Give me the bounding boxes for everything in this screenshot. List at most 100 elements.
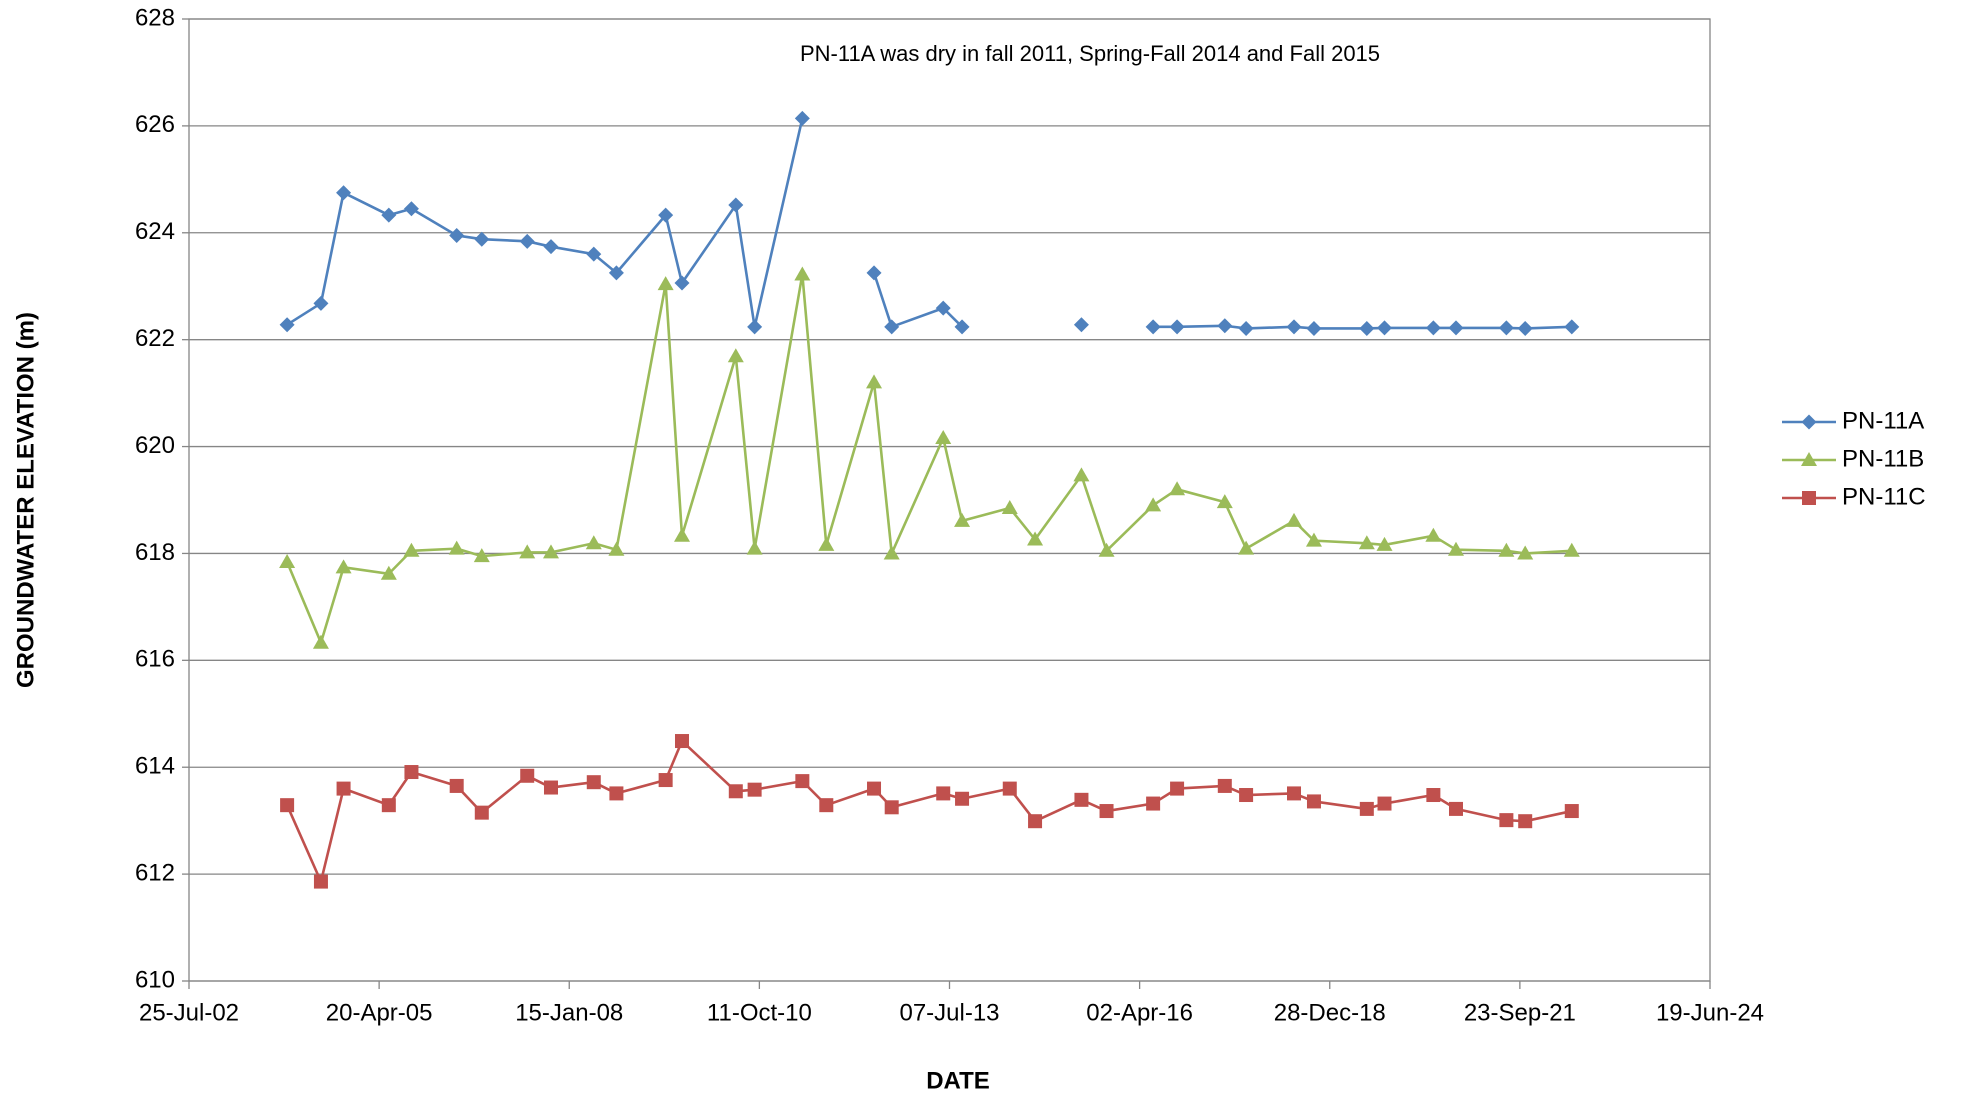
marker (313, 295, 329, 311)
marker (1286, 319, 1302, 335)
marker (380, 565, 397, 580)
marker (1099, 804, 1114, 819)
marker (381, 798, 396, 813)
y-tick-label: 614 (135, 753, 175, 780)
marker (1426, 788, 1441, 803)
marker (1238, 320, 1254, 336)
y-tick-label: 628 (135, 4, 175, 31)
marker (747, 782, 762, 797)
marker (1359, 320, 1375, 336)
legend-label: PN-11A (1842, 407, 1924, 434)
marker (884, 319, 900, 335)
marker (279, 553, 296, 568)
x-tick-label: 15-Jan-08 (515, 999, 623, 1026)
marker (1146, 796, 1161, 811)
marker (1287, 786, 1302, 801)
annotation: PN-11A was dry in fall 2011, Spring-Fall… (800, 41, 1380, 66)
series-line (286, 118, 1572, 330)
marker (794, 266, 811, 281)
marker (403, 542, 420, 557)
marker (1216, 494, 1233, 509)
marker (1448, 801, 1463, 816)
marker (1169, 481, 1186, 496)
marker (1170, 781, 1185, 796)
marker (335, 559, 352, 574)
marker (1498, 320, 1514, 336)
x-tick-label: 28-Dec-18 (1274, 999, 1386, 1026)
marker (1217, 318, 1233, 334)
marker (1217, 778, 1232, 793)
marker (1239, 788, 1254, 803)
marker (1377, 320, 1393, 336)
marker (936, 786, 951, 801)
marker (1448, 320, 1464, 336)
marker (1425, 320, 1441, 336)
marker (795, 774, 810, 789)
marker (586, 775, 601, 790)
x-tick-label: 11-Oct-10 (707, 999, 812, 1026)
marker (1074, 792, 1089, 807)
marker (449, 778, 464, 793)
y-tick-label: 610 (135, 966, 175, 993)
marker (1564, 804, 1579, 819)
legend-label: PN-11C (1842, 483, 1926, 510)
marker (1802, 491, 1816, 505)
marker (585, 535, 602, 550)
marker (1518, 814, 1533, 829)
marker (657, 276, 674, 291)
x-tick-label: 19-Jun-24 (1656, 999, 1764, 1026)
x-tick-label: 20-Apr-05 (326, 999, 433, 1026)
marker (674, 734, 689, 749)
x-tick-label: 23-Sep-21 (1464, 999, 1576, 1026)
marker (884, 800, 899, 815)
marker (1801, 414, 1817, 430)
marker (609, 786, 624, 801)
marker (1145, 319, 1161, 335)
marker (866, 265, 882, 281)
marker (1073, 467, 1090, 482)
marker (727, 348, 744, 363)
marker (404, 765, 419, 780)
x-tick-label: 02-Apr-16 (1086, 999, 1193, 1026)
marker (1376, 536, 1393, 551)
series-line (285, 739, 1573, 883)
marker (1377, 796, 1392, 811)
marker (519, 544, 536, 559)
marker (449, 227, 465, 243)
marker (1358, 535, 1375, 550)
marker (608, 265, 624, 281)
marker (728, 784, 743, 799)
marker (674, 275, 690, 291)
x-axis-title: DATE (926, 1067, 990, 1094)
marker (1001, 500, 1018, 515)
marker (280, 798, 295, 813)
marker (1564, 319, 1580, 335)
marker (1238, 540, 1255, 555)
marker (658, 773, 673, 788)
marker (818, 536, 835, 551)
marker (1073, 317, 1089, 333)
marker (1002, 781, 1017, 796)
marker (448, 540, 465, 555)
marker (1145, 497, 1162, 512)
marker (1359, 801, 1374, 816)
marker (586, 246, 602, 262)
x-tick-label: 25-Jul-02 (139, 999, 239, 1026)
plot-frame (188, 18, 1711, 982)
marker (1447, 541, 1464, 556)
y-axis-title: GROUNDWATER ELEVATION (m) (12, 312, 39, 688)
marker (1028, 814, 1043, 829)
marker (279, 317, 295, 333)
marker (1499, 813, 1514, 828)
marker (542, 544, 559, 559)
marker (1306, 320, 1322, 336)
marker (1563, 542, 1580, 557)
marker (1169, 319, 1185, 335)
marker (1801, 452, 1817, 466)
legend-label: PN-11B (1842, 445, 1924, 472)
marker (935, 300, 951, 316)
marker (794, 110, 810, 126)
y-tick-label: 620 (135, 432, 175, 459)
marker (746, 540, 763, 555)
